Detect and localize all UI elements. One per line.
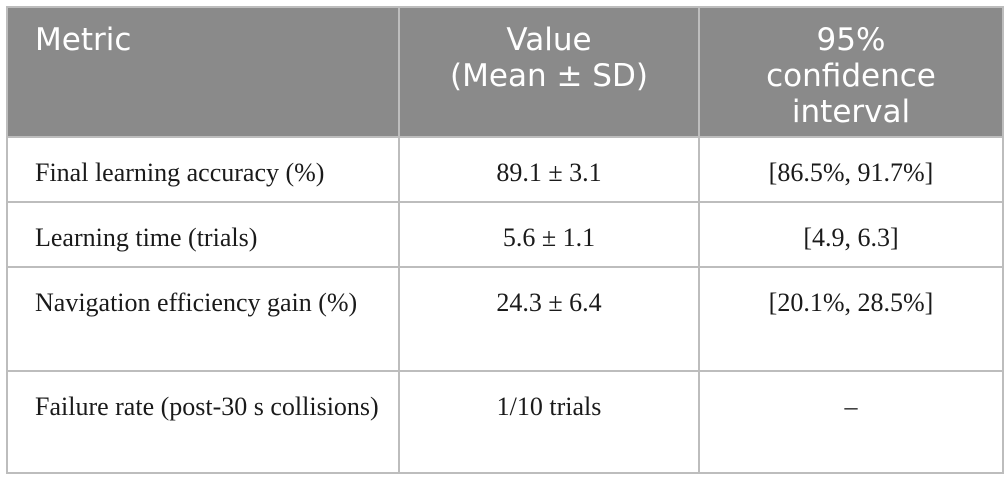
value-cell: 89.1 ± 3.1 xyxy=(398,136,700,203)
metric-cell: Final learning accuracy (%) xyxy=(6,136,400,203)
table-row: Final learning accuracy (%) 89.1 ± 3.1 [… xyxy=(6,136,1004,203)
header-metric-label: Metric xyxy=(35,22,132,58)
header-value: Value (Mean ± SD) xyxy=(398,6,700,138)
metrics-table: Metric Value (Mean ± SD) 95% confidence … xyxy=(6,6,1004,474)
metric-cell: Navigation efficiency gain (%) xyxy=(6,266,400,372)
table-body: Final learning accuracy (%) 89.1 ± 3.1 [… xyxy=(6,136,1004,474)
header-row: Metric Value (Mean ± SD) 95% confidence … xyxy=(6,6,1004,138)
ci-cell: – xyxy=(698,370,1004,474)
header-ci-line-2: confidence xyxy=(766,58,936,94)
header-value-line-2: (Mean ± SD) xyxy=(450,58,648,94)
table-row: Learning time (trials) 5.6 ± 1.1 [4.9, 6… xyxy=(6,201,1004,268)
metric-cell: Learning time (trials) xyxy=(6,201,400,268)
value-cell: 24.3 ± 6.4 xyxy=(398,266,700,372)
header-ci-line-3: interval xyxy=(791,94,911,130)
header-ci: 95% confidence interval xyxy=(698,6,1004,138)
table-header: Metric Value (Mean ± SD) 95% confidence … xyxy=(6,6,1004,138)
table-row: Failure rate (post-30 s collisions) 1/10… xyxy=(6,370,1004,474)
ci-cell: [20.1%, 28.5%] xyxy=(698,266,1004,372)
header-value-line-1: Value xyxy=(506,22,592,58)
ci-cell: [86.5%, 91.7%] xyxy=(698,136,1004,203)
header-metric: Metric xyxy=(6,6,400,138)
header-ci-line-1: 95% xyxy=(816,22,886,58)
metric-cell: Failure rate (post-30 s collisions) xyxy=(6,370,400,474)
value-cell: 1/10 trials xyxy=(398,370,700,474)
table-row: Navigation efficiency gain (%) 24.3 ± 6.… xyxy=(6,266,1004,372)
value-cell: 5.6 ± 1.1 xyxy=(398,201,700,268)
ci-cell: [4.9, 6.3] xyxy=(698,201,1004,268)
